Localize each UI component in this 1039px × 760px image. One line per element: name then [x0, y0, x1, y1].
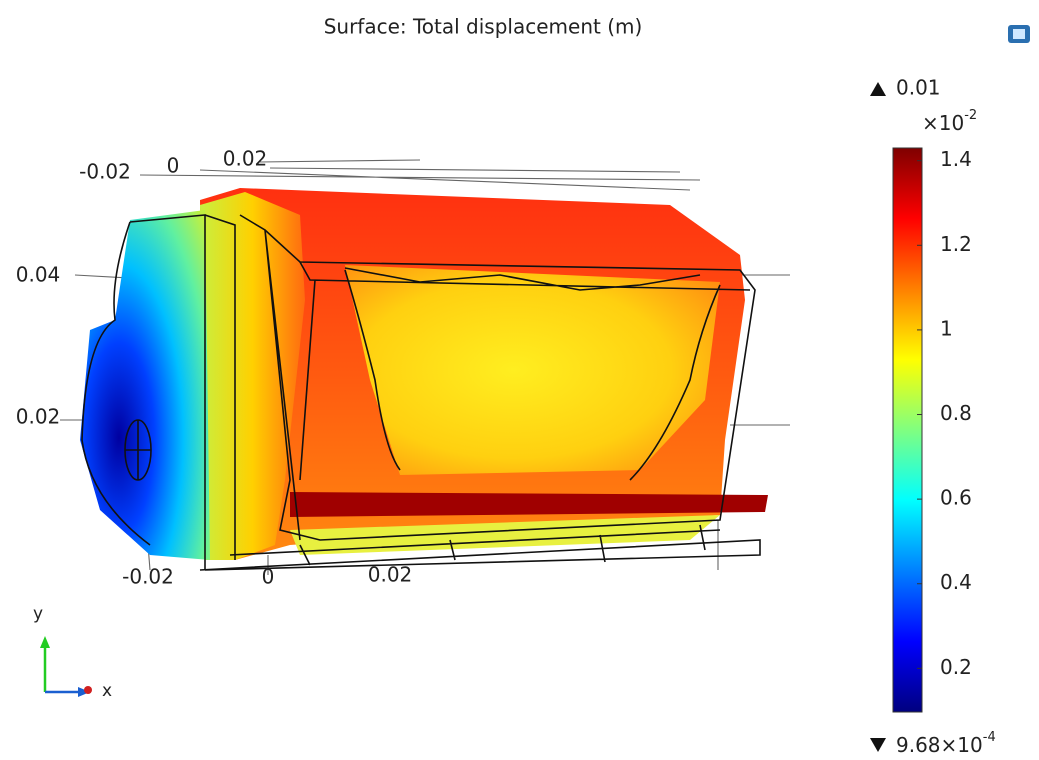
colorbar-max-label: 0.01	[896, 76, 941, 100]
chart-title: Surface: Total displacement (m)	[324, 15, 643, 39]
axis-tick-label: 0.02	[16, 405, 61, 429]
axis-tick-label: 0.02	[223, 147, 268, 171]
colorbar	[892, 147, 923, 713]
axis-tick-label: -0.02	[122, 565, 174, 589]
wireframe	[81, 214, 761, 571]
axis-triad	[40, 636, 92, 697]
colorbar-tick-label: 0.6	[940, 486, 972, 510]
end-surface	[80, 210, 210, 560]
colorbar-tick-label: 0.4	[940, 570, 972, 594]
toolbar-icon-inner	[1013, 29, 1025, 39]
triad-label: y	[33, 604, 43, 624]
colorbar-tick-label: 1.4	[940, 147, 972, 171]
triad-label: x	[102, 681, 112, 701]
inner-surface	[345, 265, 720, 475]
min-mantissa: 9.68×10	[896, 733, 983, 757]
axis-tick-label: 0.04	[16, 263, 61, 287]
colorbar-multiplier: ×10-2	[922, 108, 977, 135]
side-surface	[200, 192, 305, 560]
plate-surface	[290, 492, 768, 517]
max-marker	[870, 82, 886, 96]
axis-tick-label: 0	[167, 154, 180, 178]
multiplier-exponent: -2	[964, 108, 977, 123]
multiplier-base: ×10	[922, 111, 964, 135]
colorbar-tick-label: 1	[940, 316, 953, 340]
surface	[80, 188, 768, 560]
axis-tick-label: 0.02	[368, 563, 413, 587]
min-marker	[870, 738, 886, 752]
min-exponent: -4	[983, 730, 996, 745]
colorbar-tick-label: 1.2	[940, 232, 972, 256]
colorbar-min-label: 9.68×10-4	[896, 730, 996, 757]
axis-tick-label: -0.02	[79, 160, 131, 184]
background-wireframe	[60, 159, 790, 575]
axis-tick-label: 0	[262, 565, 275, 589]
colorbar-tick-label: 0.8	[940, 401, 972, 425]
colorbar-tick-label: 0.2	[940, 655, 972, 679]
